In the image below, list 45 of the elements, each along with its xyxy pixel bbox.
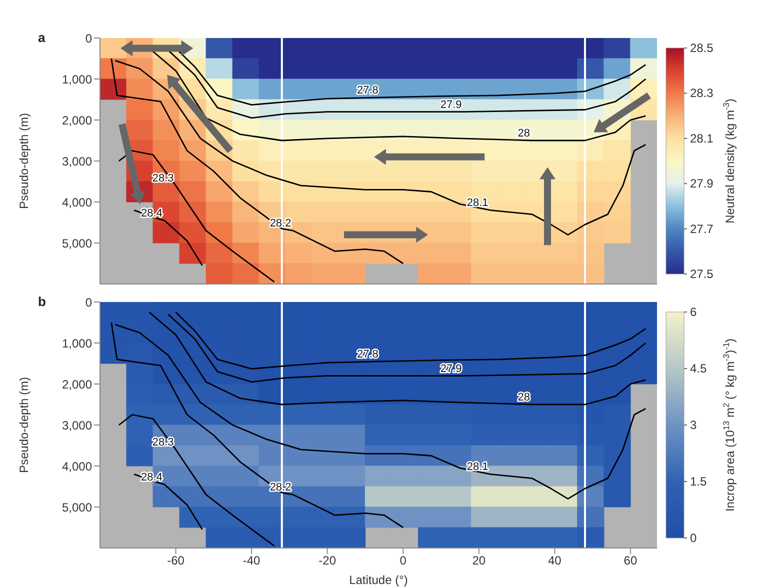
x-tick-label: 20: [472, 554, 486, 568]
y-tick-label: 0: [85, 295, 92, 310]
x-axis-title: Latitude (°): [349, 573, 408, 587]
y-tick-label: 1,000: [62, 336, 92, 350]
color-bar-label: 27.7: [690, 222, 714, 236]
series-label: 28.4: [140, 207, 162, 220]
y-tick-label: 0: [85, 31, 92, 46]
series-label: 28: [518, 392, 530, 404]
y-tick-label: 4,000: [62, 459, 92, 474]
color-bar-label: 27.5: [690, 267, 714, 281]
series-label: 28.1: [466, 461, 488, 474]
color-bar-label: 3: [690, 418, 697, 432]
color-bar-label: 6: [690, 305, 697, 319]
color-bar-label: 1.5: [690, 474, 708, 488]
y-tick-label: 1,000: [62, 72, 92, 86]
x-tick-label: 0: [400, 554, 407, 568]
x-tick-label: -40: [242, 554, 261, 568]
color-bar-label: 28.5: [690, 41, 714, 55]
y-tick-label: 3,000: [62, 154, 92, 168]
series-label: 28.4: [140, 471, 162, 484]
color-bar-label: 28.1: [690, 131, 714, 146]
y-axis-title: Pseudo-depth (m): [17, 112, 31, 210]
color-bar-label: 0: [690, 531, 697, 545]
x-tick-label: 60: [624, 554, 638, 568]
color-bar-label: 28.3: [690, 86, 714, 100]
chart-title: b: [38, 294, 46, 309]
y-tick-label: 2,000: [62, 113, 92, 128]
series-label: 27.8: [356, 348, 378, 360]
x-tick-label: -20: [318, 554, 336, 568]
y-tick-label: 2,000: [62, 377, 92, 392]
series-label: 28.1: [466, 197, 488, 210]
y-axis-title: Pseudo-depth (m): [17, 376, 31, 474]
series-label: 27.9: [440, 362, 462, 375]
x-tick-label: 40: [548, 554, 562, 568]
color-bar-label: 4.5: [690, 362, 708, 376]
y-tick-label: 5,000: [62, 236, 92, 250]
y-tick-label: 3,000: [62, 418, 92, 432]
series-label: 27.8: [356, 84, 378, 96]
y-tick-label: 5,000: [62, 500, 92, 514]
series-label: 27.9: [440, 98, 462, 111]
series-label: 28: [518, 128, 530, 140]
x-tick-label: -60: [167, 554, 185, 568]
color-bar-label: 27.9: [690, 176, 714, 191]
chart-title: a: [38, 30, 46, 45]
y-tick-label: 4,000: [62, 195, 92, 210]
